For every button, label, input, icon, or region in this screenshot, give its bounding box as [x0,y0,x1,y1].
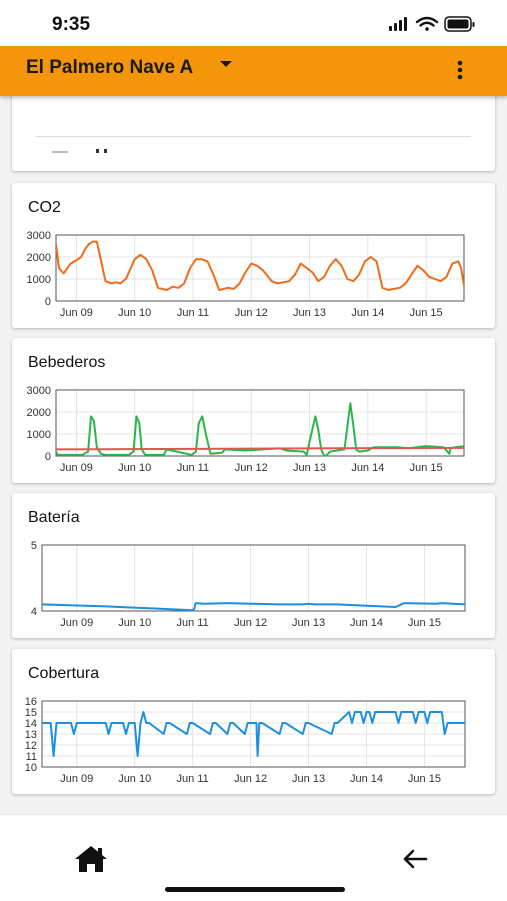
dashboard-content[interactable]: CO2 Jun 09 Jun 10 Jun 11 Jun 12 Jun 13 Jun 14… [0,96,507,814]
x-tick-label: Jun 10 [118,462,151,474]
x-tick-label: Jun 11 [177,307,209,319]
y-tick-label: 13 [25,729,37,741]
x-tick-label: Jun 12 [235,462,268,474]
y-tick-label: 1000 [27,274,51,286]
x-tick-label: Jun 09 [60,617,93,629]
legend-swatch [52,151,68,153]
y-tick-label: 12 [25,740,37,752]
plot-frame [55,389,465,457]
cobertura-chart[interactable]: Jun 09 Jun 10 Jun 11 Jun 12 Jun 13 Jun 14 Jun … [12,649,495,794]
bebederos-card-title: Bebederos [28,354,106,371]
y-tick-label: 0 [45,451,51,463]
x-tick-label: Jun 11 [177,773,209,785]
status-icons-svg [389,16,475,32]
x-tick-label: Jun 12 [235,307,268,319]
x-tick-label: Jun 15 [408,617,441,629]
y-tick-label: 10 [25,762,37,774]
x-tick-label: Jun 15 [408,773,441,785]
x-tick-label: Jun 10 [118,773,151,785]
bottom-nav [0,814,507,901]
app-title[interactable]: El Palmero Nave A [26,57,194,78]
status-icons [387,14,477,34]
x-tick-label: Jun 10 [118,617,151,629]
plot-frame [41,700,466,768]
x-tick-label: Jun 13 [293,307,326,319]
x-tick-label: Jun 09 [60,773,93,785]
y-tick-label: 15 [25,707,37,719]
status-time: 9:35 [52,14,91,35]
bateria-chart[interactable]: Jun 09 Jun 10 Jun 11 Jun 12 Jun 13 Jun 14 Jun … [12,493,495,638]
x-tick-label: Jun 15 [410,462,443,474]
x-tick-label: Jun 13 [292,773,325,785]
y-tick-label: 0 [45,296,51,308]
y-tick-label: 11 [26,751,37,763]
y-tick-label: 14 [25,718,37,730]
x-tick-label: Jun 13 [293,462,326,474]
home-icon[interactable] [74,845,108,873]
cobertura-card-title: Cobertura [28,665,100,682]
y-tick-label: 4 [31,606,37,618]
bateria-card-title: Batería [28,509,80,526]
chart-divider [36,136,471,137]
series-line-0 [56,240,464,291]
battery-icon [444,16,475,32]
arrow-left-icon[interactable] [402,849,428,869]
x-tick-label: Jun 15 [410,307,443,319]
x-tick-label: Jun 09 [60,307,93,319]
app-bar: El Palmero Nave A [0,46,507,96]
series-line-1 [56,446,464,451]
x-tick-label: Jun 09 [60,462,93,474]
x-tick-label: Jun 14 [351,307,384,319]
x-tick-label: Jun 10 [118,307,151,319]
plot-frame [41,544,466,612]
x-tick-label: Jun 12 [234,773,267,785]
legend-mark [104,149,107,153]
x-tick-label: Jun 12 [234,617,267,629]
y-tick-label: 2000 [27,407,51,419]
x-tick-label: Jun 13 [292,617,325,629]
x-tick-label: Jun 14 [350,617,383,629]
cobertura-card: Cobertura Jun 09 Jun 10 Jun 11 Jun 12 Jun 13… [12,649,495,794]
co2-card-title: CO2 [28,199,61,216]
bebederos-chart[interactable]: Jun 09 Jun 10 Jun 11 Jun 12 Jun 13 Jun 14 Jun … [12,338,495,483]
previous-chart-card [12,96,495,171]
y-tick-label: 2000 [27,252,51,264]
more-vert-icon[interactable] [453,56,467,84]
series-line-0 [42,602,465,611]
bebederos-card: Bebederos Jun 09 Jun 10 Jun 11 Jun 12 Jun 13… [12,338,495,483]
y-tick-label: 3000 [27,385,51,397]
home-indicator [165,887,345,892]
caret-down-icon[interactable] [220,61,232,69]
y-tick-label: 3000 [27,230,51,242]
plot-frame [55,234,465,302]
x-tick-label: Jun 11 [177,462,209,474]
co2-chart[interactable]: Jun 09 Jun 10 Jun 11 Jun 12 Jun 13 Jun 14 Jun … [12,183,495,328]
wifi-icon [415,16,439,31]
co2-card: CO2 Jun 09 Jun 10 Jun 11 Jun 12 Jun 13 Jun 14… [12,183,495,328]
series-line-0 [42,711,465,757]
x-tick-label: Jun 14 [351,462,384,474]
y-tick-label: 16 [25,696,37,708]
x-tick-label: Jun 11 [177,617,209,629]
status-bar: 9:35 [0,0,507,46]
y-tick-label: 5 [31,540,37,552]
x-tick-label: Jun 14 [350,773,383,785]
bateria-card: Batería Jun 09 Jun 10 Jun 11 Jun 12 Jun 13 Ju… [12,493,495,638]
y-tick-label: 1000 [27,429,51,441]
signal-icon [389,17,407,31]
legend-mark [96,149,99,153]
